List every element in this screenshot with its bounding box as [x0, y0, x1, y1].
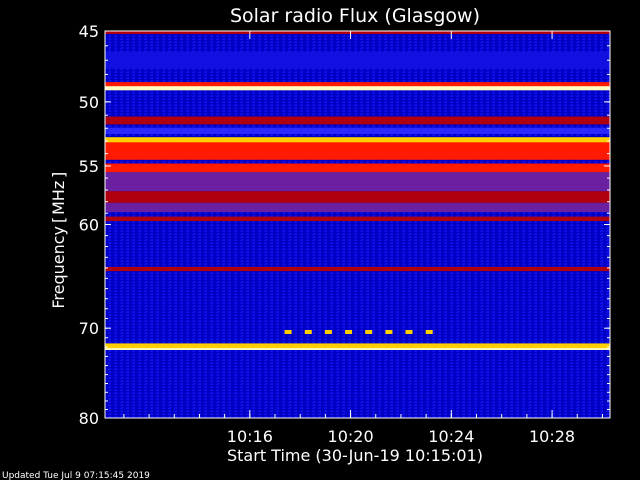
y-axis-label-close-bracket: ]	[49, 172, 68, 178]
band-6	[105, 137, 610, 145]
x-axis-ticks: 10:16 10:20 10:24 10:28	[123, 31, 603, 446]
band-9	[105, 172, 610, 192]
band-8	[105, 163, 610, 174]
y-tick-label-5: 80	[79, 409, 99, 428]
band-4	[105, 116, 610, 125]
y-axis-label: Frequency [ MHz ]	[49, 172, 68, 309]
update-timestamp: Updated Tue Jul 9 07:15:45 2019	[2, 471, 150, 480]
burst-mark-7	[425, 330, 433, 334]
radio-burst	[284, 330, 433, 334]
y-axis-label-open-bracket: [	[49, 217, 68, 223]
y-tick-label-1: 50	[79, 93, 99, 112]
burst-mark-6	[405, 330, 413, 334]
y-axis-label-unit: MHz	[49, 181, 68, 215]
x-tick-label-0: 10:16	[227, 427, 273, 446]
x-tick-label-1: 10:20	[328, 427, 374, 446]
plot-area	[105, 31, 610, 418]
y-axis-label-main: Frequency	[49, 226, 68, 309]
y-tick-label-0: 45	[79, 22, 99, 41]
band-0	[105, 31, 610, 34]
x-tick-label-2: 10:24	[428, 427, 474, 446]
band-14	[105, 343, 610, 349]
frequency-bands	[105, 31, 610, 350]
band-3	[105, 86, 610, 91]
band-2	[105, 82, 610, 89]
y-tick-label-2: 55	[79, 157, 99, 176]
y-tick-label-3: 60	[79, 216, 99, 235]
burst-mark-1	[304, 330, 312, 334]
chart-title: Solar radio Flux (Glasgow)	[230, 5, 480, 27]
band-15	[105, 348, 610, 350]
band-1	[105, 51, 610, 69]
y-tick-label-4: 70	[79, 319, 99, 338]
x-tick-label-3: 10:28	[529, 427, 575, 446]
band-5	[105, 127, 610, 134]
burst-mark-3	[345, 330, 353, 334]
band-12	[105, 216, 610, 222]
band-13	[105, 266, 610, 272]
y-axis-ticks: 45 50 55 60 70 80	[79, 22, 610, 428]
burst-mark-4	[365, 330, 373, 334]
x-axis-label: Start Time (30-Jun-19 10:15:01)	[227, 446, 483, 465]
band-7	[105, 142, 610, 160]
band-10	[105, 191, 610, 203]
burst-mark-5	[385, 330, 393, 334]
burst-mark-0	[284, 330, 292, 334]
burst-mark-2	[324, 330, 332, 334]
band-11	[105, 202, 610, 213]
